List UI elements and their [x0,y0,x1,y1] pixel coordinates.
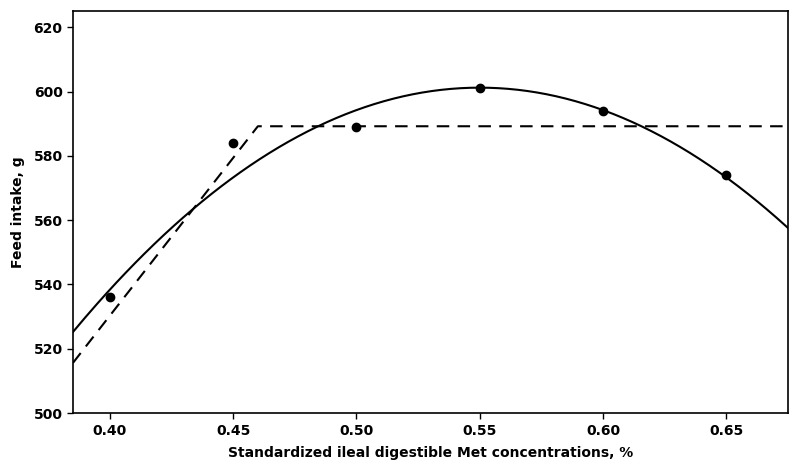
X-axis label: Standardized ileal digestible Met concentrations, %: Standardized ileal digestible Met concen… [228,446,633,460]
Y-axis label: Feed intake, g: Feed intake, g [11,156,25,268]
